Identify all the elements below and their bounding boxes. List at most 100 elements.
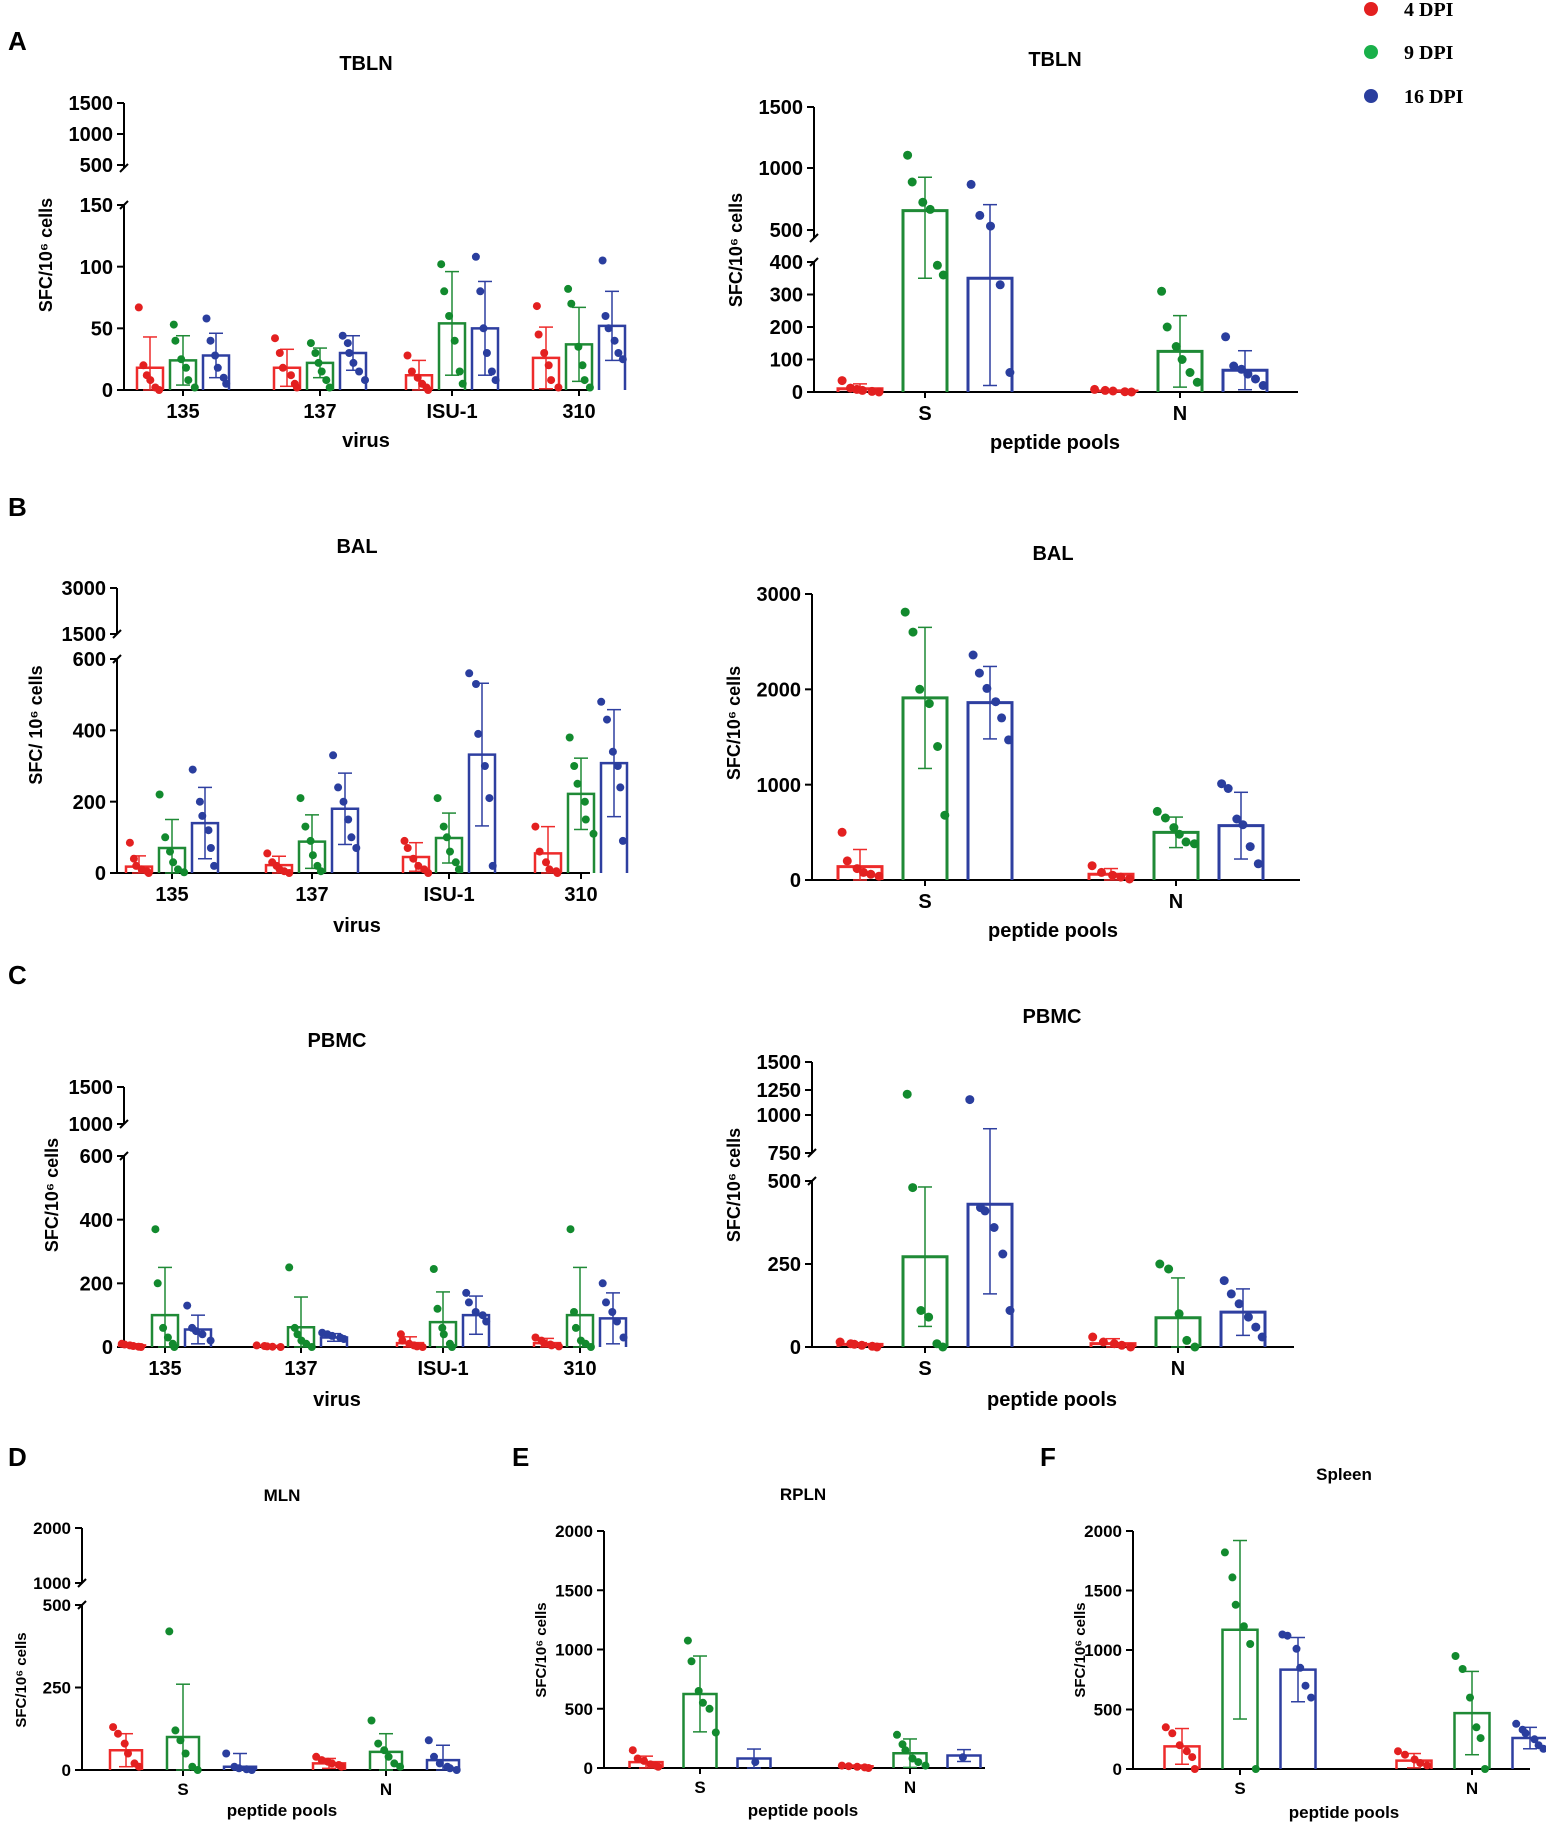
data-point	[1116, 872, 1126, 882]
data-point	[1301, 1681, 1310, 1690]
data-point	[995, 280, 1005, 290]
data-point	[608, 747, 617, 756]
data-point	[278, 363, 287, 372]
data-point	[125, 838, 134, 847]
data-point	[166, 847, 174, 856]
data-point	[206, 336, 215, 345]
data-point	[1169, 823, 1179, 833]
panel-letter: D	[8, 1442, 27, 1472]
data-point	[1160, 813, 1170, 823]
data-point	[1005, 368, 1015, 377]
data-point	[1164, 1264, 1174, 1274]
data-point	[608, 1308, 617, 1316]
data-point	[482, 349, 491, 357]
x-tick-label: ISU-1	[417, 1358, 468, 1380]
data-point	[933, 742, 943, 751]
data-point	[866, 869, 876, 879]
data-point	[1217, 779, 1227, 789]
data-point	[159, 1323, 168, 1332]
data-point	[1401, 1750, 1409, 1759]
data-point	[613, 762, 622, 770]
data-point	[163, 1333, 172, 1342]
data-point	[263, 849, 272, 858]
panel-3: B BAL SFC/ 10⁶ cells virus 0 200 400 600 3000 150…	[8, 492, 629, 937]
data-point	[1181, 837, 1191, 847]
y-axis-label: SFC/10⁶ cells	[13, 1632, 30, 1727]
data-point	[478, 1311, 487, 1320]
data-point	[573, 779, 582, 788]
data-point	[837, 376, 847, 386]
data-point	[1100, 385, 1110, 395]
data-point	[455, 367, 464, 376]
data-point	[182, 363, 190, 372]
legend-dot-9dpi	[1364, 45, 1378, 59]
data-point	[940, 810, 950, 820]
data-point	[1228, 1573, 1237, 1582]
data-point	[146, 376, 155, 385]
data-point	[437, 260, 446, 269]
data-point	[219, 373, 228, 382]
y-tick-label: 50	[91, 319, 113, 341]
data-point	[361, 376, 369, 385]
data-point	[1539, 1744, 1546, 1753]
data-point	[407, 367, 416, 376]
data-point	[307, 1343, 316, 1351]
y-tick-label: 500	[43, 1596, 71, 1615]
data-point	[547, 1341, 556, 1350]
data-point	[859, 867, 868, 877]
panel-4: BAL SFC/10⁶ cells peptide pools 0 1000 2000 30…	[724, 543, 1300, 942]
data-point	[170, 1343, 179, 1351]
data-point	[874, 387, 884, 397]
data-point	[471, 1308, 480, 1316]
data-point	[367, 1716, 376, 1725]
data-point	[1189, 839, 1199, 849]
data-point	[1109, 1339, 1119, 1349]
x-axis-label: peptide pools	[227, 1801, 338, 1820]
data-point	[921, 1761, 930, 1770]
data-point	[965, 1095, 975, 1105]
data-point	[134, 303, 143, 312]
data-point	[450, 336, 459, 345]
x-tick-label: S	[918, 403, 931, 425]
data-point	[991, 697, 1001, 707]
y-tick-label: 2000	[555, 1522, 593, 1541]
y-tick-label: 100	[770, 350, 803, 372]
data-point	[711, 1728, 720, 1737]
data-point	[565, 733, 574, 742]
data-point	[337, 1762, 346, 1771]
data-point	[472, 680, 480, 688]
data-point	[169, 320, 178, 329]
y-tick-label-upper: 1500	[757, 1052, 802, 1074]
legend-label-16dpi: 16 DPI	[1404, 86, 1464, 108]
data-point	[252, 1341, 261, 1350]
y-tick-label-upper: 1000	[33, 1574, 71, 1593]
y-tick-label: 250	[43, 1679, 71, 1698]
data-point	[183, 1301, 192, 1310]
y-tick-label: 600	[80, 1146, 113, 1168]
y-tick-label: 600	[73, 649, 106, 671]
data-point	[129, 854, 138, 863]
data-point	[339, 1335, 348, 1343]
data-point	[174, 865, 182, 874]
x-tick-label: 310	[564, 884, 597, 906]
data-point	[1512, 1719, 1521, 1728]
x-tick-label: N	[1173, 403, 1187, 425]
data-point	[618, 836, 627, 845]
data-point	[578, 361, 587, 370]
data-point	[914, 1758, 923, 1767]
data-point	[439, 822, 448, 831]
y-tick-label: 0	[790, 1337, 801, 1359]
axis-break-mark	[119, 200, 129, 210]
panel-letter: F	[1040, 1442, 1056, 1472]
data-point	[613, 1317, 621, 1326]
data-point	[837, 1761, 846, 1770]
data-point	[619, 1333, 628, 1342]
data-point	[842, 856, 852, 866]
data-point	[317, 1756, 326, 1765]
data-point	[849, 1339, 859, 1349]
data-point	[598, 256, 607, 265]
chart-title: PBMC	[1023, 1006, 1082, 1028]
data-point	[1466, 1693, 1474, 1702]
data-point	[1126, 1342, 1136, 1352]
data-point	[1157, 286, 1167, 296]
